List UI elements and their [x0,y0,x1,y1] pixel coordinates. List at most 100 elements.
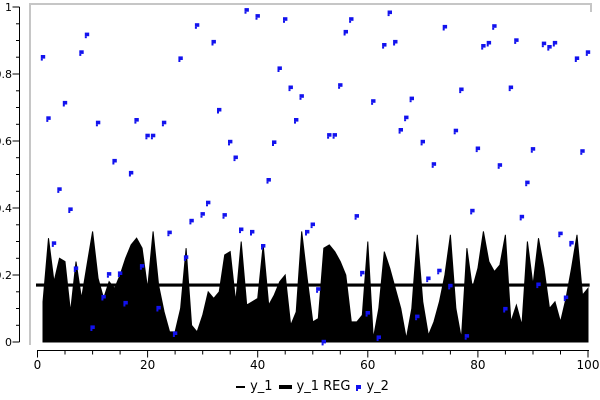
x-tick-label: 20 [140,358,155,372]
scatter-point [172,331,178,337]
scatter-point [294,118,299,124]
scatter-point [106,272,112,278]
x-axis [37,350,589,358]
scatter-point [420,139,425,146]
scatter-point [486,40,492,47]
scatter-point [563,295,569,302]
y-axis-labels: 0 0.2 0.4 0.6 0.8 1 [0,1,12,349]
scatter-point [206,200,211,207]
thick-line-marker-icon [278,385,292,389]
scatter-point [365,311,370,317]
scatter-point [321,339,326,346]
scatter-point [585,50,591,56]
scatter-point [222,213,227,219]
scatter-point [79,50,84,56]
scatter-point [90,325,95,331]
x-tick-label: 60 [360,358,375,372]
scatter-point [310,222,315,229]
scatter-point [316,287,321,293]
legend-label-y2: y_2 [366,379,389,394]
y-tick-label: 0.8 [0,68,12,81]
x-tick-label: 80 [470,358,485,372]
scatter-series-y2 [40,8,591,346]
scatter-point [525,180,530,187]
y-tick-label: 0.2 [0,269,12,282]
legend-label-y1: y_1 [250,379,273,394]
scatter-point [519,214,525,221]
scatter-point [464,334,470,340]
scatter-point [266,178,271,184]
scatter-point [349,17,354,23]
scatter-point [288,85,293,92]
scatter-point [404,115,409,122]
scatter-point [541,41,547,48]
scatter-point [393,39,398,46]
scatter-point [552,40,558,47]
scatter-point [117,271,123,277]
scatter-point [536,282,541,289]
scatter-point [332,133,337,139]
y-tick-label: 0.4 [0,202,12,215]
scatter-point [57,187,62,193]
scatter-point [145,133,150,140]
scatter-point [194,23,200,29]
scatter-point [73,266,79,272]
scatter-point [139,264,145,270]
y-tick-label: 0.6 [0,135,12,148]
scatter-point [481,44,486,50]
scatter-point [84,32,90,39]
scatter-point [437,268,442,275]
area-series-y1 [42,231,589,343]
scatter-point [470,208,475,215]
scatter-point [277,66,282,72]
scatter-point [161,120,167,127]
scatter-point [459,87,464,94]
y-tick-label: 0 [5,336,12,349]
scatter-point [178,56,183,62]
scatter-point [371,99,376,105]
scatter-point [343,29,348,36]
scatter-point [376,335,381,341]
scatter-point [530,147,536,153]
square-marker-icon [356,385,362,391]
scatter-point [409,96,414,103]
scatter-point [40,55,46,61]
scatter-point [426,276,431,283]
scatter-point [442,24,448,31]
scatter-point [150,133,156,140]
legend-label-y1-reg: y_1 REG [296,379,351,394]
legend-item-y1: y_1 [236,378,273,396]
scatter-point [183,255,189,261]
scatter-point [46,116,51,122]
scatter-point [123,300,128,307]
scatter-point [62,100,68,107]
scatter-point [156,305,161,312]
scatter-point [283,17,288,23]
scatter-point [492,24,497,30]
y-axis [12,6,20,343]
plot-frame [29,3,592,345]
x-tick-label: 100 [577,358,600,372]
scatter-point [95,120,101,127]
scatter-point [574,56,580,62]
legend-item-y2: y_2 [356,378,389,396]
scatter-point [387,10,392,17]
scatter-point [360,270,365,277]
scatter-point [305,229,310,236]
scatter-point [547,45,552,51]
scatter-point [217,107,222,114]
scatter-point [398,128,403,134]
scatter-point [239,227,244,234]
scatter-point [580,149,585,155]
legend: y_1 y_1 REG y_2 [37,377,588,397]
scatter-point [128,170,134,177]
scatter-point [261,244,266,250]
scatter-point [272,140,277,146]
scatter-point [431,162,437,168]
scatter-point [475,146,481,153]
x-tick-label: 40 [250,358,265,372]
scatter-point [167,230,172,237]
scatter-point [134,118,139,124]
x-axis-labels: 0 20 40 60 80 100 [34,358,600,372]
